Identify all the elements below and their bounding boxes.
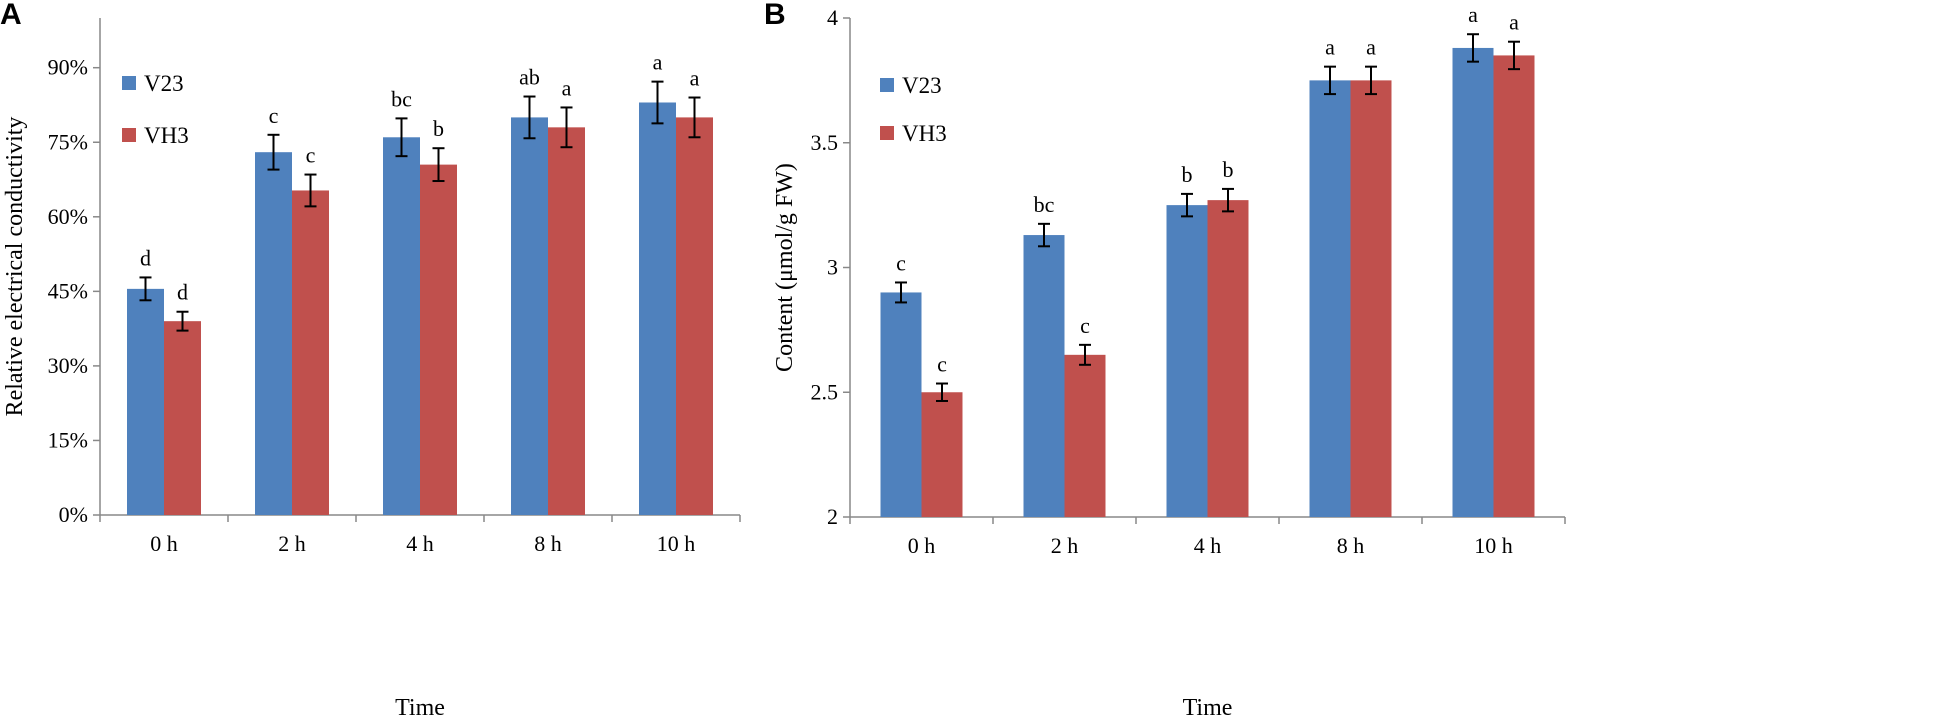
significance-letter: c: [306, 143, 316, 168]
x-tick-label: 4 h: [406, 531, 434, 556]
significance-letter: a: [1366, 35, 1376, 60]
legend-label: VH3: [902, 121, 947, 146]
legend-swatch: [880, 126, 894, 140]
bar-v23-0h: [880, 292, 922, 517]
panel-label: B: [764, 0, 786, 31]
legend-swatch: [122, 76, 136, 90]
chart-panel-a: A 0% 15% 30% 45% 60% 75% 90% 0 h d d 2 h c c 4 h bcb 8 h…: [0, 0, 741, 721]
bar-v23-2h: [1023, 235, 1065, 517]
x-axis-title: Time: [395, 695, 445, 721]
x-tick-label: 2 h: [1051, 533, 1079, 558]
significance-letter: a: [1468, 2, 1478, 27]
y-tick-label: 4: [827, 5, 838, 30]
bar-vh3-2h: [292, 190, 329, 516]
x-tick-label: 0 h: [908, 533, 936, 558]
x-tick-label: 0 h: [150, 531, 178, 556]
x-tick-label: 8 h: [534, 531, 562, 556]
bar-vh3-2h: [1064, 354, 1106, 517]
bar-v23-4h: [383, 137, 420, 515]
y-axis-title: Relative electrical conductivity: [2, 117, 28, 417]
x-axis-title: Time: [1183, 695, 1233, 721]
y-tick-label: 3.5: [811, 130, 839, 155]
significance-letter: c: [1080, 313, 1090, 338]
bar-vh3-8h: [548, 127, 585, 515]
panel-label: A: [0, 0, 22, 31]
bar-vh3-0h: [921, 392, 963, 517]
significance-letter: bc: [1034, 192, 1055, 217]
significance-letter: a: [1325, 35, 1335, 60]
significance-letter: ab: [519, 65, 540, 90]
bar-vh3-0h: [164, 321, 201, 515]
bar-v23-2h: [255, 152, 292, 515]
legend-swatch: [122, 128, 136, 142]
significance-letter: a: [1509, 10, 1519, 35]
bar-v23-10h: [639, 102, 676, 516]
significance-letter: a: [653, 50, 663, 75]
y-tick-label: 90%: [48, 55, 88, 80]
significance-letter: b: [1182, 162, 1193, 187]
bar-v23-8h: [1309, 80, 1351, 517]
significance-letter: a: [690, 66, 700, 91]
x-tick-label: 8 h: [1337, 533, 1365, 558]
bar-vh3-10h: [676, 117, 713, 516]
y-tick-label: 2: [827, 504, 838, 529]
y-tick-label: 3: [827, 255, 838, 280]
bar-vh3-4h: [420, 164, 457, 516]
significance-letter: c: [937, 352, 947, 377]
y-tick-label: 45%: [48, 278, 88, 303]
x-tick-label: 2 h: [278, 531, 306, 556]
significance-letter: a: [562, 75, 572, 100]
significance-letter: c: [896, 250, 906, 275]
significance-letter: d: [140, 245, 151, 270]
y-tick-label: 2.5: [811, 379, 839, 404]
bar-vh3-10h: [1493, 55, 1535, 518]
y-tick-label: 15%: [48, 427, 88, 452]
significance-letter: c: [269, 103, 279, 128]
legend-label: VH3: [144, 123, 189, 148]
x-tick-label: 10 h: [1474, 533, 1513, 558]
x-tick-label: 4 h: [1194, 533, 1222, 558]
y-tick-label: 30%: [48, 353, 88, 378]
bar-vh3-4h: [1207, 200, 1249, 517]
chart-panel-b: B 2 2.5 3 3.5 4 0 h c c 2 h bc c 4 h b b 8 h a a 10 h a a V23…: [764, 0, 1566, 721]
bar-v23-8h: [511, 117, 548, 516]
significance-letter: bc: [391, 86, 412, 111]
bar-v23-10h: [1452, 47, 1494, 517]
significance-letter: b: [433, 116, 444, 141]
y-tick-label: 0%: [59, 502, 88, 527]
y-axis-title: Content (μmol/g FW): [772, 163, 798, 372]
bar-v23-4h: [1166, 205, 1208, 517]
bar-vh3-8h: [1350, 80, 1392, 517]
legend-label: V23: [902, 73, 942, 98]
y-tick-label: 75%: [48, 129, 88, 154]
y-tick-label: 60%: [48, 204, 88, 229]
legend-swatch: [880, 78, 894, 92]
bar-v23-0h: [127, 288, 164, 515]
significance-letter: d: [177, 280, 188, 305]
significance-letter: b: [1223, 157, 1234, 182]
x-tick-label: 10 h: [657, 531, 696, 556]
legend-label: V23: [144, 71, 184, 96]
